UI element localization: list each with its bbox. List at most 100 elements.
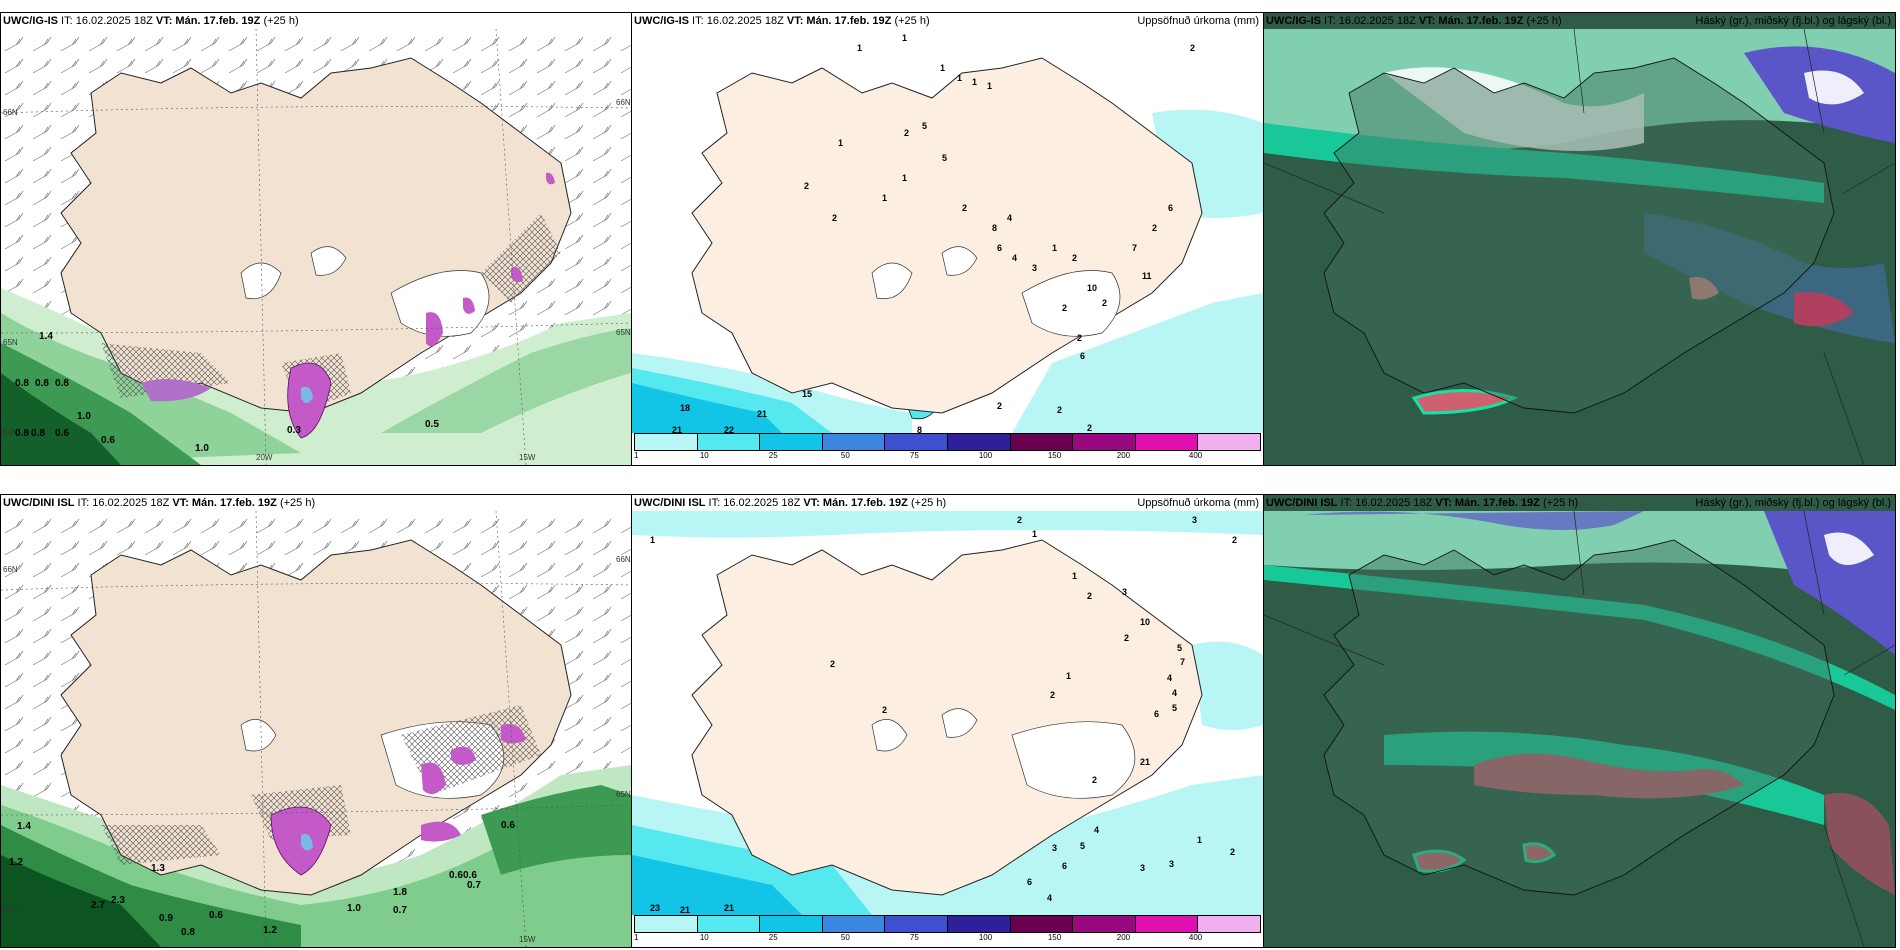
wind-map: [1, 495, 631, 947]
model-name: UWC/DINI ISL: [1266, 497, 1338, 509]
panel-precip-igis: UWC/IG-IS IT: 16.02.2025 18Z VT: Mán. 17…: [631, 12, 1264, 466]
lead-time: (+25 h): [891, 15, 930, 27]
init-time: IT: 16.02.2025 18Z: [1337, 497, 1436, 509]
precip-value: 2: [830, 659, 836, 669]
lon-label-20: 20W: [256, 453, 273, 462]
precip-value: 5: [1172, 703, 1178, 713]
panel-wind-igis: UWC/IG-IS IT: 16.02.2025 18Z VT: Mán. 17…: [0, 12, 632, 466]
precip-value: 2: [1124, 633, 1130, 643]
value-label: 0.5: [425, 419, 439, 430]
value-label: 1.0: [77, 411, 91, 422]
precip-value: 2: [1062, 303, 1068, 313]
lat-label-66-right: 66N: [616, 98, 631, 107]
legend-tick: 10: [699, 451, 709, 460]
value-label: 0.8: [181, 927, 195, 938]
precip-value: 4: [1167, 673, 1173, 683]
precip-value: 1: [957, 73, 963, 83]
precip-value: 3: [1052, 843, 1058, 853]
precip-value: 2: [1087, 423, 1093, 433]
legend-tick: 150: [1047, 933, 1062, 942]
value-label: 1.0: [195, 443, 209, 454]
value-label: 1.2: [9, 857, 23, 868]
precip-value: 1: [838, 138, 844, 148]
precip-value: 1: [1066, 671, 1072, 681]
lat-label-64: 64N: [3, 905, 18, 914]
precip-value: 1: [987, 81, 993, 91]
precip-value: 4: [1094, 825, 1100, 835]
precip-value: 4: [1007, 213, 1013, 223]
legend-tick: 400: [1188, 451, 1203, 460]
lat-label-64: 64N: [3, 428, 18, 437]
precip-map: [632, 13, 1263, 465]
value-label: 0.8: [35, 378, 49, 389]
precip-value: 2: [1072, 253, 1078, 263]
value-label: 0.7: [393, 905, 407, 916]
value-label: 2.7: [91, 900, 105, 911]
value-label: 0.9: [159, 913, 173, 924]
valid-time: VT: Mán. 17.feb. 19Z: [172, 497, 277, 509]
panel-title: Uppsöfnuð úrkoma (mm): [1137, 497, 1259, 509]
precip-value: 15: [802, 389, 813, 399]
panel-header: UWC/IG-IS IT: 16.02.2025 18Z VT: Mán. 17…: [632, 13, 1263, 29]
precip-value: 1: [650, 535, 656, 545]
precip-value: 2: [962, 203, 968, 213]
lat-label-66: 66N: [3, 108, 18, 117]
legend-tick: 200: [1116, 933, 1131, 942]
init-time: IT: 16.02.2025 18Z: [58, 15, 156, 27]
precip-value: 7: [1180, 657, 1186, 667]
precip-value: 2: [1077, 333, 1083, 343]
panel-wind-dini: UWC/DINI ISL IT: 16.02.2025 18Z VT: Mán.…: [0, 494, 632, 948]
precip-value: 1: [1072, 571, 1078, 581]
value-label: 0.6: [101, 435, 115, 446]
panel-clouds-dini: UWC/DINI ISL IT: 16.02.2025 18Z VT: Mán.…: [1263, 494, 1896, 948]
value-label: 0.8: [15, 378, 29, 389]
lead-time: (+25 h): [1539, 497, 1579, 509]
value-label: 2.3: [111, 895, 125, 906]
precip-value: 2: [1152, 223, 1158, 233]
lat-label-66: 66N: [3, 565, 18, 574]
model-name: UWC/IG-IS: [634, 15, 689, 27]
precip-value: 18: [680, 403, 691, 413]
precip-value: 4: [1047, 893, 1053, 903]
precip-value: 1: [857, 43, 863, 53]
legend-tick: 150: [1047, 451, 1062, 460]
iceland-outline: [1323, 57, 1835, 414]
precip-value: 10: [1087, 283, 1098, 293]
lon-label-15: 15W: [519, 935, 536, 944]
precip-value: 2: [1230, 847, 1236, 857]
cloud-map: [1264, 13, 1895, 465]
legend-tick: 10: [699, 933, 709, 942]
iceland-outline: [1323, 539, 1835, 896]
lead-time: (+25 h): [1523, 15, 1562, 27]
precip-value: 6: [1168, 203, 1174, 213]
panel-title: Háský (gr.), miðský (fj.bl.) og lágský (…: [1695, 15, 1891, 27]
legend-tick: 100: [978, 451, 993, 460]
value-label: 0.8: [55, 378, 69, 389]
legend-tick: 25: [768, 933, 778, 942]
precip-value: 2: [1087, 591, 1093, 601]
precip-value: 6: [1027, 877, 1033, 887]
legend-colorbar: [634, 433, 1261, 451]
precip-value: 1: [972, 77, 978, 87]
precip-value: 1: [940, 63, 946, 73]
value-label: 0.6: [449, 870, 463, 881]
legend-tick: 25: [768, 451, 778, 460]
precip-value: 8: [917, 425, 923, 435]
legend-tick: 75: [909, 451, 919, 460]
legend-tick: 50: [840, 451, 850, 460]
value-label: 0.3: [287, 425, 301, 436]
precip-value: 21: [680, 905, 691, 915]
legend-tick: 1: [634, 451, 639, 460]
lead-time: (+25 h): [276, 497, 316, 509]
precip-legend: 1 10 25 50 75 100 150 200 400: [632, 433, 1263, 465]
panel-header: UWC/IG-IS IT: 16.02.2025 18Z VT: Mán. 17…: [1264, 13, 1895, 29]
precip-value: 21: [1140, 757, 1151, 767]
legend-colorbar: [634, 915, 1261, 933]
precip-value: 2: [1190, 43, 1196, 53]
cloud-map: [1264, 495, 1895, 947]
iceland-outline: [60, 539, 572, 896]
precip-value: 3: [1032, 263, 1038, 273]
panel-header: UWC/DINI ISL IT: 16.02.2025 18Z VT: Mán.…: [1264, 495, 1895, 511]
precip-value: 5: [1080, 841, 1086, 851]
precip-value: 10: [1140, 617, 1151, 627]
